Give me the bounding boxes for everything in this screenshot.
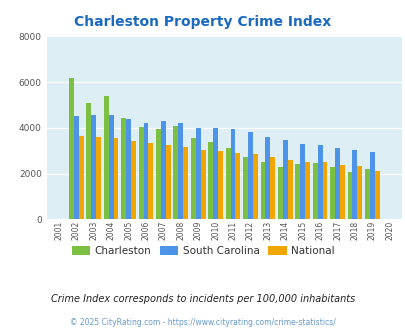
Bar (148, 143, 153, 219)
Bar (200, 149, 205, 219)
Bar (109, 115, 113, 219)
Bar (79, 136, 83, 219)
Bar (225, 148, 230, 219)
Bar (277, 168, 282, 219)
Bar (126, 119, 131, 219)
Bar (312, 163, 317, 219)
Bar (113, 138, 118, 219)
Bar (300, 144, 305, 219)
Bar (190, 138, 195, 219)
Bar (91, 115, 96, 219)
Bar (364, 169, 369, 219)
Bar (96, 138, 101, 219)
Bar (252, 153, 257, 219)
Bar (195, 128, 200, 219)
Bar (104, 96, 109, 219)
Bar (270, 157, 275, 219)
Bar (329, 167, 334, 219)
Legend: Charleston, South Carolina, National: Charleston, South Carolina, National (67, 242, 338, 260)
Bar (143, 123, 148, 219)
Bar (339, 165, 344, 219)
Bar (260, 161, 265, 219)
Bar (74, 116, 79, 219)
Bar (235, 153, 240, 219)
Bar (183, 147, 188, 219)
Bar (247, 132, 252, 219)
Bar (208, 142, 213, 219)
Bar (295, 164, 300, 219)
Bar (282, 141, 287, 219)
Bar (369, 152, 374, 219)
Bar (374, 171, 379, 219)
Bar (230, 129, 235, 219)
Bar (121, 117, 126, 219)
Text: Crime Index corresponds to incidents per 100,000 inhabitants: Crime Index corresponds to incidents per… (51, 294, 354, 304)
Bar (178, 123, 183, 219)
Bar (356, 166, 361, 219)
Text: Charleston Property Crime Index: Charleston Property Crime Index (74, 15, 331, 29)
Bar (352, 150, 356, 219)
Bar (86, 103, 91, 219)
Bar (265, 137, 270, 219)
Bar (305, 162, 309, 219)
Bar (217, 151, 222, 219)
Bar (334, 148, 339, 219)
Bar (69, 78, 74, 219)
Bar (213, 128, 217, 219)
Bar (160, 121, 165, 219)
Bar (347, 172, 352, 219)
Bar (322, 162, 326, 219)
Bar (138, 127, 143, 219)
Bar (131, 141, 136, 219)
Bar (317, 145, 322, 219)
Bar (243, 157, 247, 219)
Bar (156, 129, 160, 219)
Bar (173, 126, 178, 219)
Bar (287, 160, 292, 219)
Text: © 2025 CityRating.com - https://www.cityrating.com/crime-statistics/: © 2025 CityRating.com - https://www.city… (70, 318, 335, 327)
Bar (165, 145, 170, 219)
